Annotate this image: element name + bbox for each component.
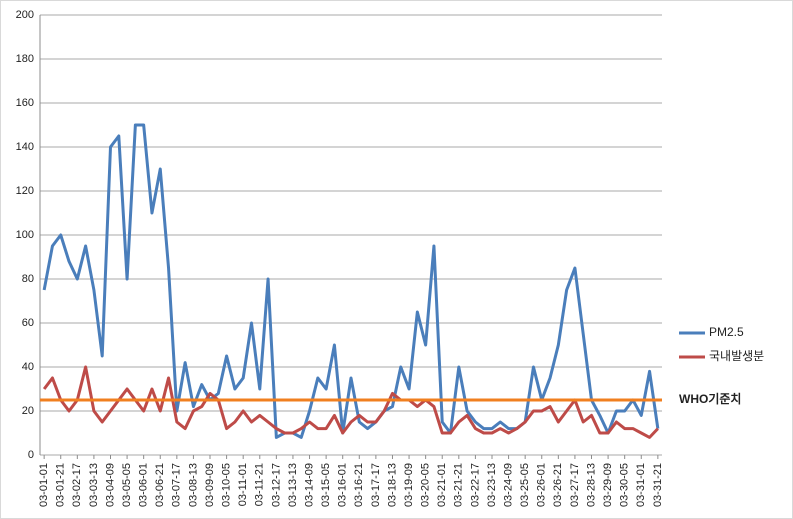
y-tick-label: 140: [16, 141, 34, 153]
legend-label: 국내발생분: [709, 349, 764, 363]
x-tick-label: 03-01-01: [38, 463, 50, 507]
x-tick-label: 03-07-17: [171, 463, 183, 507]
x-tick-label: 03-06-21: [154, 463, 166, 507]
x-tick-label: 03-05-05: [121, 463, 133, 507]
y-tick-label: 40: [22, 361, 34, 373]
x-tick-label: 03-27-17: [569, 463, 581, 507]
x-tick-label: 03-17-17: [370, 463, 382, 507]
x-tick-label: 03-13-13: [287, 463, 299, 507]
x-tick-label: 03-10-05: [221, 463, 233, 507]
x-tick-label: 03-29-09: [602, 463, 614, 507]
x-tick-label: 03-21-21: [453, 463, 465, 507]
series-line: [42, 365, 659, 439]
x-tick-label: 03-11-01: [237, 463, 249, 506]
x-tick-label: 03-25-05: [519, 463, 531, 507]
x-tick-label: 03-23-13: [486, 463, 498, 507]
x-tick-label: 03-12-17: [270, 463, 282, 507]
y-tick-label: 20: [22, 405, 34, 417]
reference-label: WHO기준치: [679, 391, 741, 406]
x-tick-label: 03-18-13: [386, 463, 398, 507]
x-tick-label: 03-26-21: [552, 463, 564, 507]
x-tick-label: 03-01-21: [55, 463, 67, 507]
x-tick-label: 03-08-13: [187, 463, 199, 507]
x-tick-label: 03-09-09: [204, 463, 216, 507]
x-tick-label: 03-02-17: [71, 463, 83, 507]
y-tick-label: 100: [16, 229, 34, 241]
y-tick-label: 60: [22, 317, 34, 329]
y-tick-label: 200: [16, 9, 34, 21]
y-tick-label: 80: [22, 273, 34, 285]
x-tick-label: 03-20-05: [420, 463, 432, 507]
x-tick-label: 03-30-05: [619, 463, 631, 507]
x-tick-label: 03-14-09: [303, 463, 315, 507]
y-tick-label: 120: [16, 185, 34, 197]
y-tick-label: 0: [28, 449, 34, 461]
x-tick-label: 03-16-01: [337, 463, 349, 507]
x-tick-label: 03-06-01: [138, 463, 150, 507]
x-tick-label: 03-26-01: [536, 463, 548, 507]
x-tick-label: 03-19-09: [403, 463, 415, 507]
legend-label: PM2.5: [709, 325, 744, 339]
x-tick-label: 03-21-01: [436, 463, 448, 507]
x-tick-label: 03-31-21: [652, 463, 664, 507]
x-tick-label: 03-24-09: [502, 463, 514, 507]
y-tick-label: 160: [16, 97, 34, 109]
x-tick-label: 03-03-13: [88, 463, 100, 507]
x-tick-label: 03-31-01: [635, 463, 647, 507]
y-tick-label: 180: [16, 53, 34, 65]
series-line: [42, 123, 660, 439]
x-tick-label: 03-28-13: [585, 463, 597, 507]
x-tick-label: 03-16-21: [353, 463, 365, 507]
x-tick-label: 03-04-09: [104, 463, 116, 507]
x-tick-label: 03-22-17: [469, 463, 481, 507]
x-tick-label: 03-11-21: [254, 463, 266, 506]
x-tick-label: 03-15-05: [320, 463, 332, 507]
